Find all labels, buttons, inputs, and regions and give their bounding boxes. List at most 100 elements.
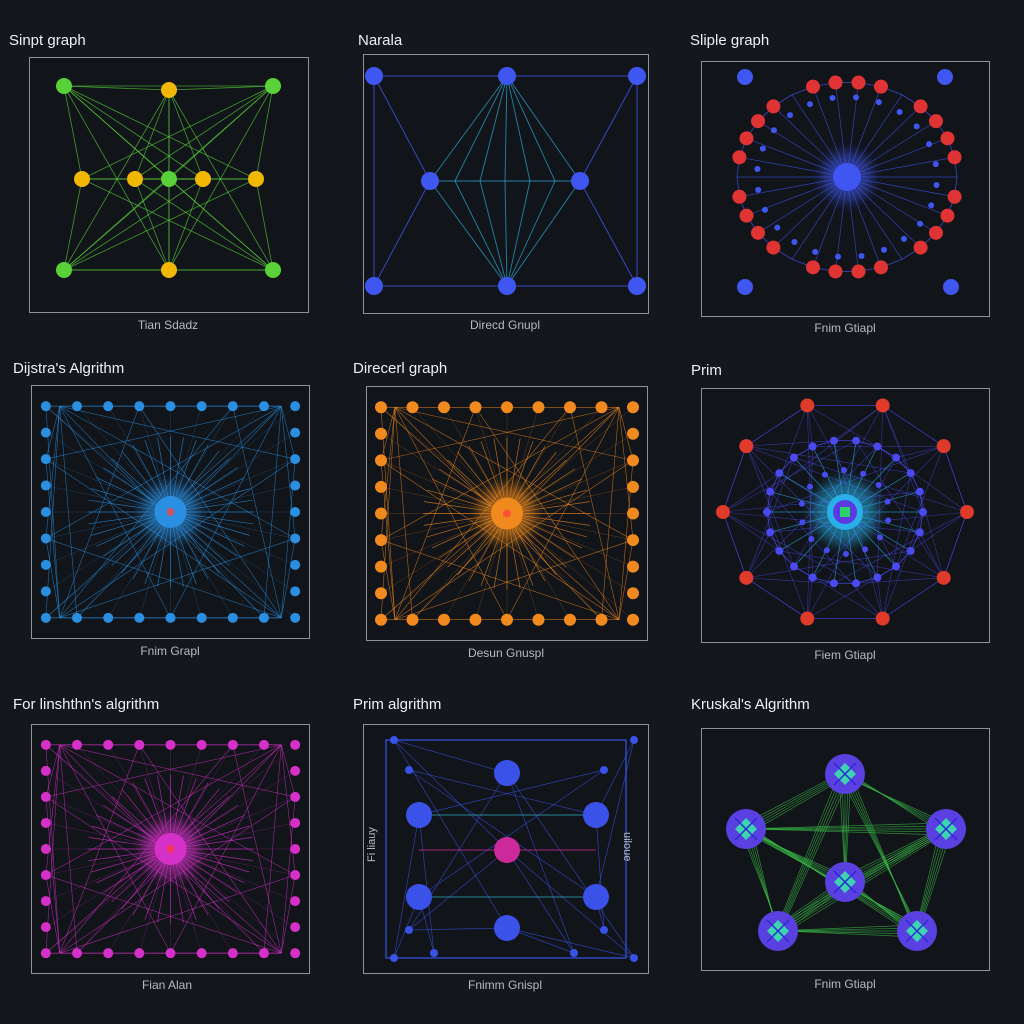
graph-node xyxy=(290,427,301,438)
graph-edge xyxy=(45,406,60,460)
side-label-right: uiloue xyxy=(621,832,633,862)
graph-node xyxy=(375,427,387,440)
graph-node xyxy=(405,766,413,774)
graph-node xyxy=(828,264,843,279)
graph-edge xyxy=(373,75,431,182)
graph-node xyxy=(933,181,940,188)
graph-node xyxy=(258,401,269,412)
graph-node xyxy=(405,926,413,934)
graph-edge xyxy=(45,538,60,618)
graph-edge xyxy=(506,407,620,620)
graph-node xyxy=(40,817,51,828)
graph-edge xyxy=(504,75,508,182)
graph-edge xyxy=(722,511,747,578)
graph-edge xyxy=(454,75,508,182)
graph-node xyxy=(494,837,520,863)
graph-edge xyxy=(45,744,60,954)
graph-node xyxy=(40,791,51,802)
graph-node xyxy=(406,613,419,626)
graph-diagram xyxy=(375,401,639,626)
graph-node xyxy=(627,613,639,626)
graph-edge xyxy=(746,532,771,578)
graph-node xyxy=(873,573,882,582)
graph-edge xyxy=(506,75,531,182)
graph-node xyxy=(800,398,815,413)
graph-node xyxy=(875,482,882,489)
graph-node xyxy=(375,613,387,626)
graph-edge xyxy=(841,773,918,929)
graph-node xyxy=(766,99,781,114)
graph-frame xyxy=(29,57,309,313)
graph-node xyxy=(906,546,915,555)
graph-node xyxy=(564,613,576,626)
graph-edge xyxy=(393,814,420,959)
graph-node xyxy=(892,453,901,462)
graph-edge xyxy=(882,405,924,513)
graph-node xyxy=(375,534,387,547)
graph-edge xyxy=(833,405,883,441)
graph-edge xyxy=(833,762,857,786)
graph-node xyxy=(494,760,520,786)
graph-node xyxy=(40,612,51,623)
graph-edge xyxy=(579,75,638,182)
graph-edge xyxy=(618,540,634,620)
graph-edge xyxy=(394,539,634,621)
graph-node xyxy=(880,246,887,253)
graph-edge xyxy=(45,538,282,619)
panel-caption: Tian Sdadz xyxy=(137,318,199,332)
graph-node xyxy=(265,78,281,94)
graph-node xyxy=(627,427,639,440)
graph-edge xyxy=(779,550,944,579)
graph-node xyxy=(775,546,784,555)
graph-node xyxy=(40,844,51,854)
graph-node xyxy=(165,948,176,959)
graph-edge xyxy=(777,773,849,935)
graph-edge xyxy=(281,874,296,954)
graph-node xyxy=(564,401,576,414)
panel-caption: Fiem Gtiapl xyxy=(814,648,876,662)
graph-node xyxy=(40,586,51,597)
graph-node xyxy=(947,189,962,204)
graph-edge xyxy=(63,85,170,271)
graph-edge xyxy=(45,744,60,797)
graph-node xyxy=(627,454,639,467)
graph-node xyxy=(875,611,890,626)
graph-edge xyxy=(418,769,605,898)
graph-node xyxy=(134,948,145,959)
graph-edge xyxy=(59,744,171,954)
graph-frame xyxy=(701,388,990,643)
graph-edge xyxy=(45,406,60,618)
graph-edge xyxy=(394,407,413,620)
graph-node xyxy=(258,612,269,623)
graph-node xyxy=(290,480,301,491)
graph-edge xyxy=(63,178,83,271)
graph-edge xyxy=(45,874,282,954)
graph-edge xyxy=(833,511,968,584)
panel-title: Kruskal's Algrithm xyxy=(691,696,810,713)
graph-node xyxy=(161,171,177,187)
graph-edge xyxy=(418,769,605,816)
graph-node xyxy=(759,145,766,152)
graph-edge xyxy=(919,532,944,578)
graph-node xyxy=(915,487,924,496)
graph-node xyxy=(290,765,301,776)
graph-node xyxy=(851,75,866,90)
panel-caption: Fnim Gtiapl xyxy=(814,321,876,335)
graph-node xyxy=(761,206,768,213)
graph-node xyxy=(290,948,301,959)
graph-node xyxy=(812,248,819,255)
graph-edge xyxy=(170,406,282,618)
graph-diagram xyxy=(40,739,301,959)
graph-edge xyxy=(63,178,204,271)
graph-edge xyxy=(380,406,620,461)
graph-node xyxy=(630,736,638,744)
graph-node xyxy=(501,401,513,414)
graph-edge xyxy=(855,440,944,578)
graph-node xyxy=(770,127,777,134)
graph-node xyxy=(600,766,608,774)
graph-edge xyxy=(896,445,944,458)
graph-node xyxy=(583,884,609,910)
graph-node xyxy=(248,171,264,187)
graph-edge xyxy=(739,822,947,830)
graph-node xyxy=(72,401,83,412)
